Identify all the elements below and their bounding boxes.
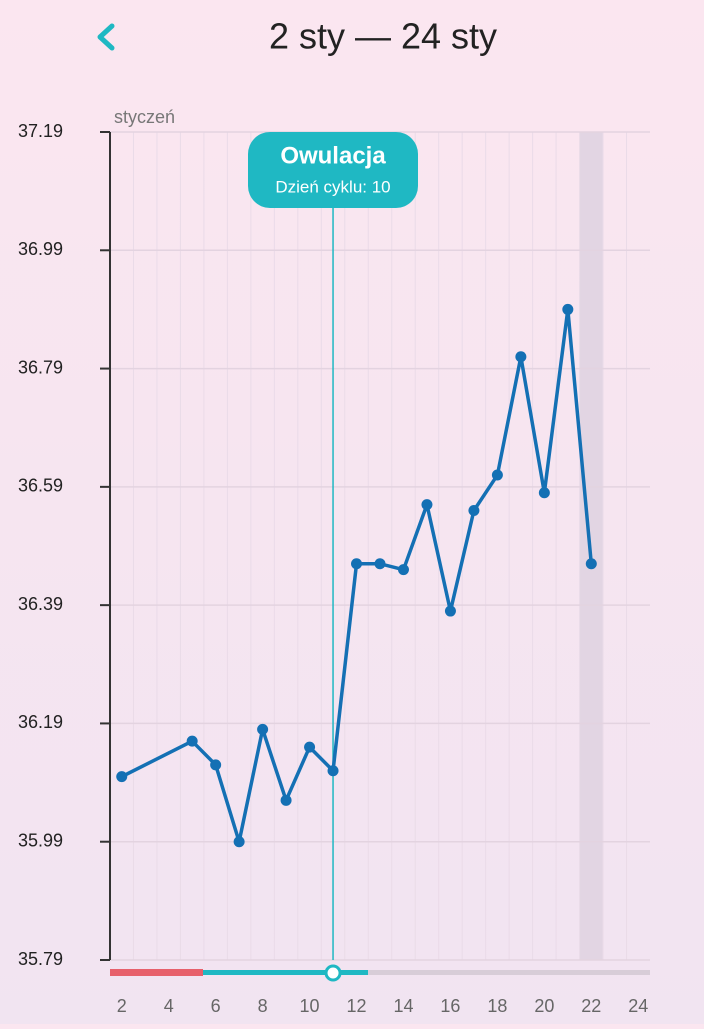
x-tick-label: 24: [628, 996, 648, 1016]
temperature-point: [351, 558, 363, 570]
temperature-point: [538, 487, 550, 499]
y-tick-label: 36.79: [18, 357, 63, 377]
y-tick-label: 36.59: [18, 476, 63, 496]
temperature-point: [233, 836, 245, 848]
x-tick-label: 8: [258, 996, 268, 1016]
back-button[interactable]: [97, 23, 115, 51]
temperature-point: [374, 558, 386, 570]
temperature-point: [327, 765, 339, 777]
temperature-line: [120, 307, 594, 844]
ovulation-title: Owulacja: [280, 142, 386, 169]
x-tick-label: 12: [347, 996, 367, 1016]
temperature-point: [421, 499, 433, 511]
temperature-point: [397, 564, 409, 576]
header-title: 2 sty — 24 sty: [269, 16, 497, 57]
temperature-point: [515, 351, 527, 363]
x-tick-label: 18: [487, 996, 507, 1016]
temperature-point: [444, 605, 456, 617]
x-tick-label: 20: [534, 996, 554, 1016]
y-tick-label: 37.19: [18, 121, 63, 141]
x-tick-label: 16: [440, 996, 460, 1016]
temperature-point: [116, 771, 128, 783]
temperature-point: [562, 303, 574, 315]
fertile-bar: [203, 970, 368, 975]
x-tick-label: 6: [211, 996, 221, 1016]
x-tick-label: 4: [164, 996, 174, 1016]
temperature-point: [210, 759, 222, 771]
rest-bar: [368, 970, 650, 975]
ovulation-handle: [324, 964, 342, 982]
y-tick-label: 36.99: [18, 239, 63, 259]
month-label: styczeń: [114, 107, 175, 127]
temperature-point: [491, 469, 503, 481]
x-tick-label: 14: [393, 996, 413, 1016]
ovulation-subtitle: Dzień cyklu: 10: [275, 177, 390, 196]
x-tick-label: 10: [300, 996, 320, 1016]
temperature-point: [186, 735, 198, 747]
temperature-point: [280, 794, 292, 806]
y-tick-label: 35.79: [18, 949, 63, 969]
temperature-point: [304, 741, 316, 753]
y-tick-label: 35.99: [18, 830, 63, 850]
grid: [110, 131, 650, 961]
period-bar: [110, 969, 203, 976]
plot: Owulacja Dzień cyklu: 10: [116, 132, 597, 982]
temperature-point: [468, 505, 480, 517]
y-tick-label: 36.39: [18, 594, 63, 614]
x-tick-label: 2: [117, 996, 127, 1016]
temperature-point: [257, 723, 269, 735]
x-tick-label: 22: [581, 996, 601, 1016]
ovulation-badge: [248, 132, 418, 208]
temperature-point: [585, 558, 597, 570]
y-tick-label: 36.19: [18, 712, 63, 732]
